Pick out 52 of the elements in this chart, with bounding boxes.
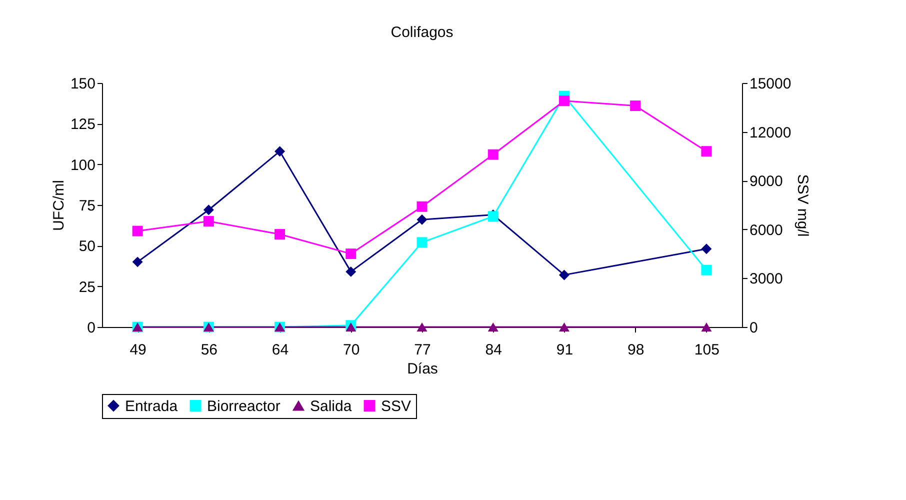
point [701, 322, 712, 332]
point [630, 100, 641, 112]
legend-label: SSV [381, 398, 412, 415]
legend-label: Biorreactor [207, 398, 280, 415]
y-tick-label: 75 [78, 198, 96, 214]
y-tick-label: 50 [78, 238, 96, 256]
y-tick-label: 100 [70, 156, 96, 174]
x-tick-label: 84 [485, 342, 502, 358]
x-tick-label: 56 [200, 342, 218, 358]
y2-axis-title: SSV mg/l [794, 174, 812, 237]
point [274, 146, 286, 157]
point [346, 248, 356, 260]
point [488, 149, 498, 160]
y2-tick-label: 9000 [750, 173, 783, 190]
point [203, 204, 214, 216]
point [701, 146, 712, 157]
y-tick-label: 125 [70, 116, 96, 134]
point [558, 96, 570, 106]
point [701, 244, 712, 254]
y2-tick-label: 15000 [750, 76, 792, 92]
y-axis-title: UFC/ml [50, 180, 68, 231]
point [416, 322, 428, 332]
point [416, 214, 428, 225]
x-axis-title: Días [407, 360, 438, 378]
chart-title: Colifagos [390, 24, 454, 41]
point [488, 322, 498, 332]
x-tick-label: 105 [694, 342, 720, 358]
legend-label: Salida [310, 398, 352, 415]
y2-tick-label: 12000 [750, 124, 792, 142]
x-tick-label: 64 [272, 342, 289, 358]
point [558, 322, 570, 332]
x-tick-label: 91 [556, 342, 574, 358]
point [701, 264, 712, 276]
point [274, 229, 286, 240]
y-tick-label: 0 [87, 320, 96, 336]
x-tick-label: 70 [343, 342, 360, 358]
point [132, 226, 143, 236]
point [558, 270, 570, 280]
y2-tick-label: 0 [750, 320, 758, 336]
point [132, 256, 143, 268]
point [416, 237, 428, 248]
point [203, 216, 214, 227]
x-tick-label: 98 [627, 342, 644, 358]
point [346, 266, 356, 277]
y2-tick-label: 3000 [750, 270, 783, 288]
point [416, 201, 428, 212]
x-tick-label: 49 [130, 342, 146, 358]
legend-label: Entrada [125, 398, 178, 415]
y-tick-label: 25 [78, 278, 96, 296]
y-tick-label: 150 [70, 76, 96, 92]
y2-tick-label: 6000 [750, 222, 783, 239]
x-tick-label: 77 [414, 342, 431, 358]
